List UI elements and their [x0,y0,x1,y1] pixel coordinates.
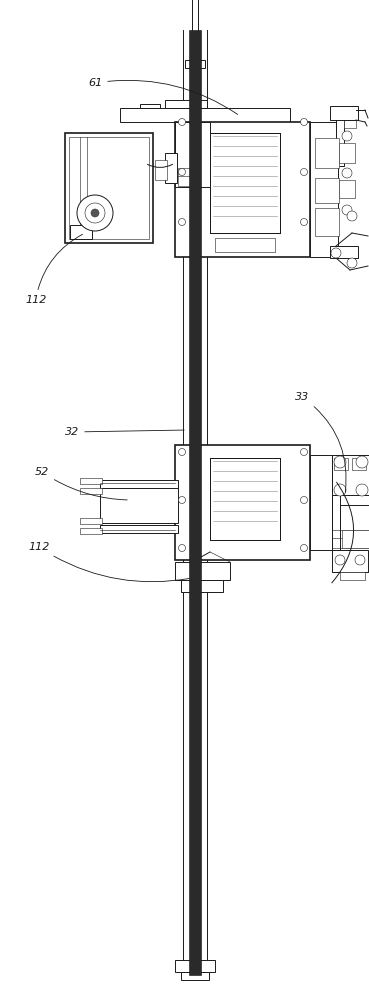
Bar [336,116,344,166]
Bar [70,225,92,239]
Circle shape [91,209,99,217]
Circle shape [334,456,346,468]
Bar [80,488,102,494]
Bar [334,458,348,470]
Bar [175,445,310,560]
Circle shape [85,203,105,223]
Circle shape [342,205,352,215]
Circle shape [77,195,113,231]
Bar [155,160,167,180]
Bar [175,960,215,972]
Bar [178,168,196,186]
Bar [80,478,102,484]
Bar [181,580,223,592]
Bar [340,505,369,555]
Circle shape [347,211,357,221]
Bar [80,518,102,524]
Bar [210,458,280,540]
Bar [215,238,275,252]
Bar [210,133,280,233]
Circle shape [179,448,186,456]
Circle shape [300,544,307,552]
Bar [339,143,355,163]
Bar [352,458,366,470]
Bar [339,180,355,198]
Circle shape [300,219,307,226]
Bar [344,120,356,128]
Bar [330,106,358,120]
Bar [165,153,177,183]
Text: 52: 52 [35,467,127,500]
Bar [332,550,368,572]
Circle shape [356,484,368,496]
Bar [165,100,207,108]
Circle shape [356,456,368,468]
Bar [330,246,358,258]
Bar [332,455,369,495]
Circle shape [179,219,186,226]
Circle shape [331,248,341,258]
Circle shape [300,118,307,125]
Circle shape [355,555,365,565]
Text: 112: 112 [28,542,189,582]
Bar [315,138,339,168]
Bar [100,485,178,523]
Bar [185,60,205,68]
Bar [210,458,280,540]
Text: 33: 33 [295,392,346,492]
Circle shape [347,258,357,268]
Text: 112: 112 [25,234,83,305]
Bar [310,455,332,550]
Bar [175,122,210,187]
Bar [332,495,340,555]
Bar [210,133,280,233]
Bar [69,137,149,239]
Bar [175,122,310,257]
Bar [315,208,339,236]
Circle shape [342,168,352,178]
Circle shape [179,544,186,552]
Bar [100,525,178,533]
Bar [120,108,290,122]
Bar [189,30,201,975]
Bar [310,122,338,257]
Bar [80,528,102,534]
Bar [342,530,369,548]
Circle shape [300,448,307,456]
Circle shape [342,131,352,141]
Circle shape [334,484,346,496]
Bar [100,480,178,488]
Bar [140,104,160,108]
Bar [340,572,365,580]
Circle shape [179,168,186,176]
Bar [175,562,230,580]
Bar [65,133,153,243]
Bar [315,178,339,203]
Circle shape [335,555,345,565]
Circle shape [300,168,307,176]
Bar [181,972,209,980]
Circle shape [179,118,186,125]
Circle shape [179,496,186,504]
Text: 32: 32 [65,427,184,437]
Text: 61: 61 [88,78,238,114]
Circle shape [300,496,307,504]
